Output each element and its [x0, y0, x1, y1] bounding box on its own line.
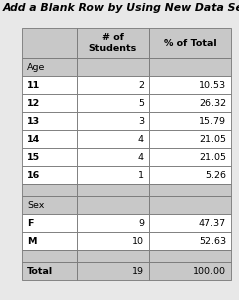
- Text: 47.37: 47.37: [199, 218, 226, 227]
- Text: 21.05: 21.05: [199, 152, 226, 161]
- Bar: [149, 166, 231, 184]
- Bar: [22, 76, 77, 94]
- Text: 9: 9: [138, 218, 144, 227]
- Text: 19: 19: [132, 266, 144, 275]
- Text: 10.53: 10.53: [199, 80, 226, 89]
- Bar: [149, 76, 231, 94]
- Bar: [149, 94, 231, 112]
- Bar: [22, 262, 77, 280]
- Bar: [149, 130, 231, 148]
- Bar: [77, 214, 149, 232]
- Text: 2: 2: [138, 80, 144, 89]
- Bar: [149, 250, 231, 262]
- Bar: [22, 250, 77, 262]
- Text: F: F: [27, 218, 33, 227]
- Bar: [149, 214, 231, 232]
- Bar: [77, 58, 149, 76]
- Text: Age: Age: [27, 62, 45, 71]
- Bar: [77, 94, 149, 112]
- Text: 21.05: 21.05: [199, 134, 226, 143]
- Bar: [22, 232, 77, 250]
- Text: 52.63: 52.63: [199, 236, 226, 245]
- Bar: [149, 28, 231, 58]
- Text: Sex: Sex: [27, 200, 44, 209]
- Bar: [22, 166, 77, 184]
- Text: Total: Total: [27, 266, 53, 275]
- Bar: [77, 232, 149, 250]
- Text: % of Total: % of Total: [164, 38, 216, 47]
- Text: 26.32: 26.32: [199, 98, 226, 107]
- Bar: [77, 130, 149, 148]
- Bar: [77, 28, 149, 58]
- Bar: [149, 58, 231, 76]
- Bar: [22, 214, 77, 232]
- Text: 1: 1: [138, 170, 144, 179]
- Bar: [149, 112, 231, 130]
- Bar: [22, 58, 77, 76]
- Bar: [149, 262, 231, 280]
- Text: 5: 5: [138, 98, 144, 107]
- Bar: [77, 250, 149, 262]
- Text: 12: 12: [27, 98, 40, 107]
- Bar: [22, 112, 77, 130]
- Text: 15: 15: [27, 152, 40, 161]
- Text: 15.79: 15.79: [199, 116, 226, 125]
- Bar: [77, 184, 149, 196]
- Text: 16: 16: [27, 170, 40, 179]
- Bar: [77, 166, 149, 184]
- Bar: [22, 28, 77, 58]
- Text: 3: 3: [138, 116, 144, 125]
- Text: 100.00: 100.00: [193, 266, 226, 275]
- Bar: [22, 196, 77, 214]
- Text: 10: 10: [132, 236, 144, 245]
- Text: 4: 4: [138, 152, 144, 161]
- Bar: [149, 148, 231, 166]
- Text: 4: 4: [138, 134, 144, 143]
- Bar: [77, 112, 149, 130]
- Bar: [149, 232, 231, 250]
- Text: 13: 13: [27, 116, 40, 125]
- Bar: [149, 196, 231, 214]
- Bar: [22, 184, 77, 196]
- Text: Add a Blank Row by Using New Data Set Variables: Add a Blank Row by Using New Data Set Va…: [3, 3, 239, 13]
- Bar: [22, 130, 77, 148]
- Bar: [77, 262, 149, 280]
- Bar: [22, 148, 77, 166]
- Text: # of
Students: # of Students: [89, 33, 137, 53]
- Text: 14: 14: [27, 134, 40, 143]
- Bar: [149, 184, 231, 196]
- Text: 11: 11: [27, 80, 40, 89]
- Text: M: M: [27, 236, 37, 245]
- Bar: [22, 94, 77, 112]
- Text: 5.26: 5.26: [205, 170, 226, 179]
- Bar: [77, 196, 149, 214]
- Bar: [77, 76, 149, 94]
- Bar: [77, 148, 149, 166]
